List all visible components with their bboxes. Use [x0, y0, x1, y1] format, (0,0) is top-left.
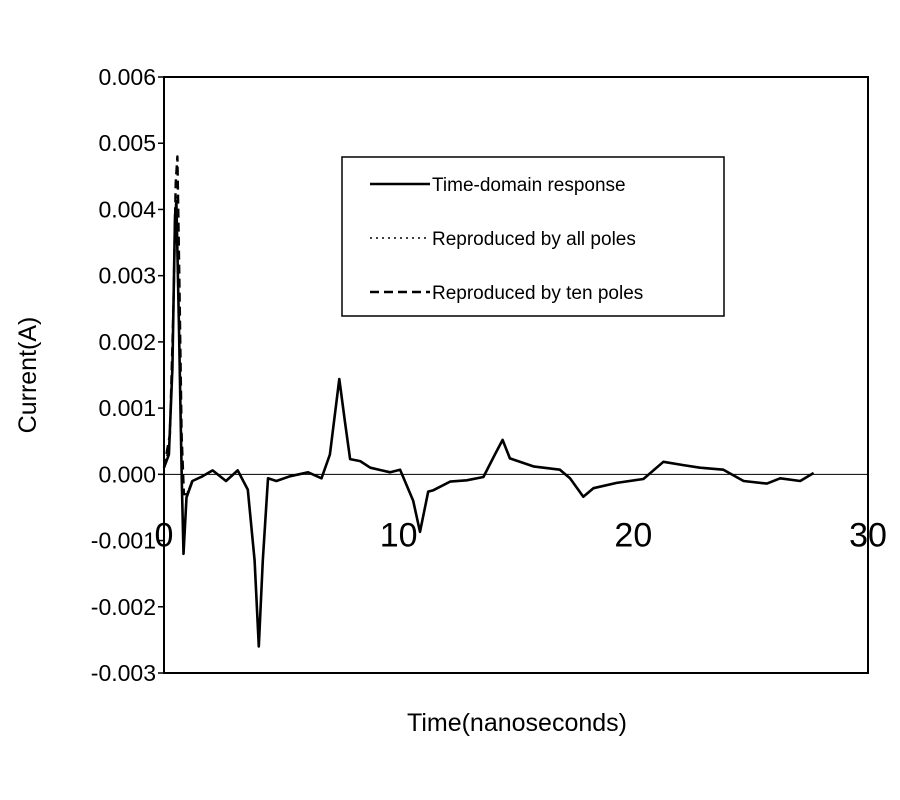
- y-tick-label: 0.005: [98, 130, 156, 156]
- series-line-2: [162, 155, 194, 496]
- x-tick-label: 30: [849, 516, 887, 554]
- y-tick-label: 0.004: [98, 196, 156, 222]
- y-tick-label: -0.002: [91, 594, 156, 620]
- legend-label-1: Reproduced by all poles: [432, 229, 636, 250]
- y-tick-label: 0.000: [98, 461, 156, 487]
- x-tick-label: 20: [614, 516, 652, 554]
- y-tick-label: 0.006: [98, 64, 156, 90]
- legend: Time-domain response Reproduced by all po…: [341, 156, 725, 317]
- y-tick-label: -0.001: [91, 528, 156, 554]
- y-axis-label: Current(A): [14, 317, 42, 434]
- x-axis-label: Time(nanoseconds): [407, 709, 627, 737]
- plot-frame: [163, 76, 869, 674]
- series-line-0: [162, 201, 815, 648]
- y-tick-label: 0.001: [98, 395, 156, 421]
- legend-label-2: Reproduced by ten poles: [432, 283, 643, 304]
- y-tick-label: 0.003: [98, 263, 156, 289]
- x-tick-label: 0: [155, 516, 174, 554]
- y-tick-label: 0.002: [98, 329, 156, 355]
- legend-label-0: Time-domain response: [432, 175, 626, 196]
- x-tick-label: 10: [380, 516, 418, 554]
- y-tick-label: -0.003: [91, 660, 156, 686]
